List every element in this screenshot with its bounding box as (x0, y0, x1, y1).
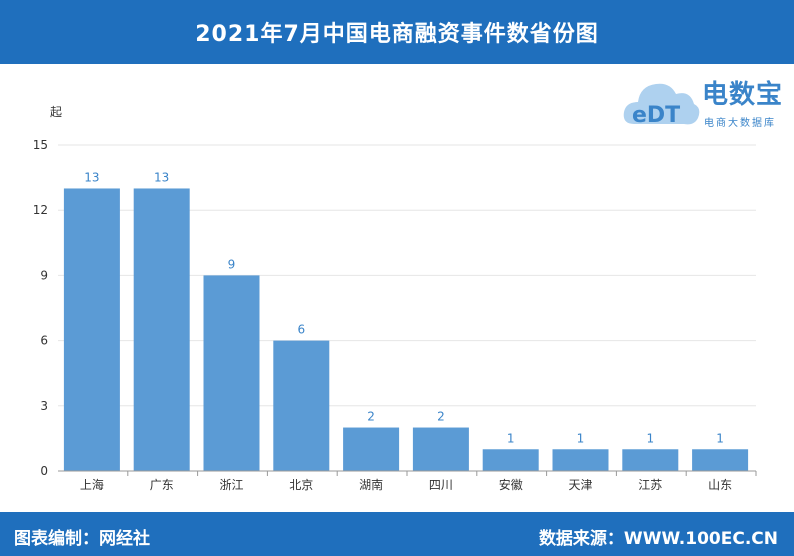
x-tick-label: 四川 (429, 478, 453, 492)
footer-source: 数据来源：WWW.100EC.CN (538, 529, 778, 549)
data-label: 2 (367, 410, 375, 424)
data-label: 6 (297, 323, 305, 337)
bar-chart: 0 3 6 9 12 15 13 13 9 6 2 2 1 1 1 1 上海 广东 浙江 北京 湖南 四川 安徽 天津 江苏… (33, 138, 757, 492)
bar (63, 188, 120, 471)
y-tick-label: 15 (33, 138, 48, 152)
bars (63, 188, 749, 471)
x-tick-label: 山东 (708, 478, 732, 492)
cloud-logo-icon: eDT (623, 83, 700, 128)
data-label: 13 (84, 170, 99, 184)
y-tick-label: 12 (33, 203, 48, 217)
data-label: 2 (437, 410, 445, 424)
bar (133, 188, 190, 471)
logo-brand: 电数宝 (702, 80, 784, 110)
y-tick-label: 6 (40, 334, 48, 348)
bar (203, 275, 260, 471)
x-tick-label: 江苏 (638, 478, 662, 492)
x-tick-label: 北京 (289, 478, 313, 492)
bar (692, 449, 749, 471)
bar (412, 427, 469, 471)
logo-icon-text: eDT (632, 103, 680, 128)
data-label: 1 (716, 431, 724, 445)
data-label: 9 (228, 257, 236, 271)
bar (482, 449, 539, 471)
logo: eDT 电数宝 电商大数据库 (622, 68, 792, 134)
footer-credit: 图表编制：网经社 (14, 529, 150, 549)
y-axis-ticks: 0 3 6 9 12 15 (33, 138, 48, 478)
data-label: 1 (646, 431, 654, 445)
x-tick-label: 广东 (150, 478, 174, 492)
x-tick-label: 安徽 (499, 477, 523, 492)
chart-title: 2021年7月中国电商融资事件数省份图 (195, 22, 599, 47)
data-label: 1 (577, 431, 585, 445)
y-tick-label: 9 (40, 268, 48, 282)
x-tick-label: 浙江 (219, 478, 243, 492)
data-label: 1 (507, 431, 515, 445)
bar (622, 449, 679, 471)
data-labels: 13 13 9 6 2 2 1 1 1 1 (84, 170, 724, 445)
x-tick-label: 天津 (568, 478, 592, 492)
bar (343, 427, 400, 471)
x-tick-label: 湖南 (359, 477, 383, 492)
y-tick-label: 3 (40, 399, 48, 413)
bar (273, 340, 330, 471)
bar (552, 449, 609, 471)
x-axis-ticks: 上海 广东 浙江 北京 湖南 四川 安徽 天津 江苏 山东 (80, 471, 757, 492)
chart-title-bar: 2021年7月中国电商融资事件数省份图 (0, 0, 794, 64)
logo-subtitle: 电商大数据库 (704, 118, 776, 129)
y-axis-unit: 起 (50, 105, 63, 119)
y-tick-label: 0 (40, 464, 48, 478)
footer-bar: 图表编制：网经社 数据来源：WWW.100EC.CN (0, 512, 794, 556)
data-label: 13 (154, 170, 169, 184)
x-tick-label: 上海 (80, 477, 104, 492)
